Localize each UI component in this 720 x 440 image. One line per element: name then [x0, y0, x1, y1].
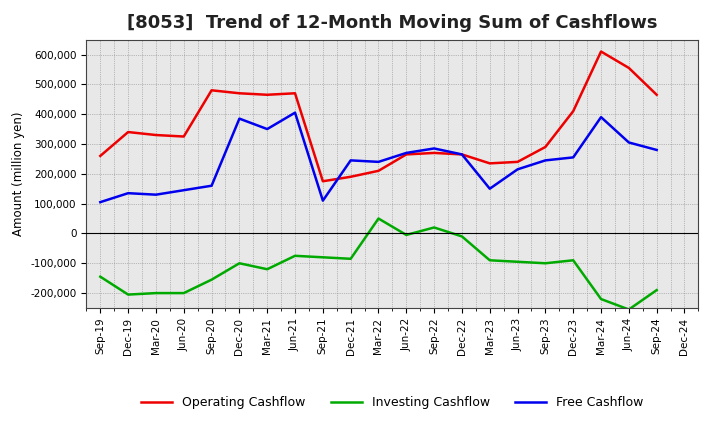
Investing Cashflow	[346, 256, 355, 261]
Operating Cashflow	[541, 144, 550, 150]
Operating Cashflow	[96, 153, 104, 158]
Investing Cashflow	[124, 292, 132, 297]
Free Cashflow	[485, 186, 494, 191]
Y-axis label: Amount (million yen): Amount (million yen)	[12, 112, 25, 236]
Free Cashflow	[235, 116, 243, 121]
Free Cashflow	[624, 140, 633, 145]
Operating Cashflow	[263, 92, 271, 97]
Free Cashflow	[430, 146, 438, 151]
Line: Investing Cashflow: Investing Cashflow	[100, 219, 657, 309]
Operating Cashflow	[597, 49, 606, 54]
Investing Cashflow	[597, 297, 606, 302]
Operating Cashflow	[458, 152, 467, 157]
Operating Cashflow	[513, 159, 522, 165]
Operating Cashflow	[235, 91, 243, 96]
Investing Cashflow	[652, 287, 661, 293]
Operating Cashflow	[374, 168, 383, 173]
Investing Cashflow	[569, 258, 577, 263]
Investing Cashflow	[263, 267, 271, 272]
Operating Cashflow	[179, 134, 188, 139]
Operating Cashflow	[152, 132, 161, 138]
Investing Cashflow	[291, 253, 300, 258]
Operating Cashflow	[652, 92, 661, 97]
Investing Cashflow	[402, 232, 410, 238]
Investing Cashflow	[179, 290, 188, 296]
Investing Cashflow	[235, 260, 243, 266]
Free Cashflow	[402, 150, 410, 156]
Investing Cashflow	[430, 225, 438, 230]
Operating Cashflow	[318, 179, 327, 184]
Free Cashflow	[374, 159, 383, 165]
Free Cashflow	[291, 110, 300, 115]
Investing Cashflow	[318, 255, 327, 260]
Free Cashflow	[152, 192, 161, 197]
Line: Operating Cashflow: Operating Cashflow	[100, 51, 657, 181]
Free Cashflow	[96, 199, 104, 205]
Investing Cashflow	[513, 259, 522, 264]
Operating Cashflow	[207, 88, 216, 93]
Operating Cashflow	[402, 152, 410, 157]
Operating Cashflow	[430, 150, 438, 156]
Investing Cashflow	[541, 260, 550, 266]
Free Cashflow	[318, 198, 327, 203]
Operating Cashflow	[624, 65, 633, 70]
Operating Cashflow	[569, 109, 577, 114]
Operating Cashflow	[291, 91, 300, 96]
Legend: Operating Cashflow, Investing Cashflow, Free Cashflow: Operating Cashflow, Investing Cashflow, …	[136, 392, 649, 414]
Free Cashflow	[652, 147, 661, 153]
Line: Free Cashflow: Free Cashflow	[100, 113, 657, 202]
Investing Cashflow	[458, 234, 467, 239]
Free Cashflow	[179, 187, 188, 193]
Investing Cashflow	[152, 290, 161, 296]
Operating Cashflow	[124, 129, 132, 135]
Free Cashflow	[207, 183, 216, 188]
Investing Cashflow	[207, 277, 216, 282]
Title: [8053]  Trend of 12-Month Moving Sum of Cashflows: [8053] Trend of 12-Month Moving Sum of C…	[127, 15, 657, 33]
Investing Cashflow	[96, 274, 104, 279]
Investing Cashflow	[624, 307, 633, 312]
Free Cashflow	[513, 167, 522, 172]
Operating Cashflow	[485, 161, 494, 166]
Free Cashflow	[569, 155, 577, 160]
Free Cashflow	[346, 158, 355, 163]
Free Cashflow	[597, 114, 606, 120]
Free Cashflow	[541, 158, 550, 163]
Investing Cashflow	[374, 216, 383, 221]
Operating Cashflow	[346, 174, 355, 180]
Free Cashflow	[263, 126, 271, 132]
Free Cashflow	[458, 152, 467, 157]
Investing Cashflow	[485, 258, 494, 263]
Free Cashflow	[124, 191, 132, 196]
